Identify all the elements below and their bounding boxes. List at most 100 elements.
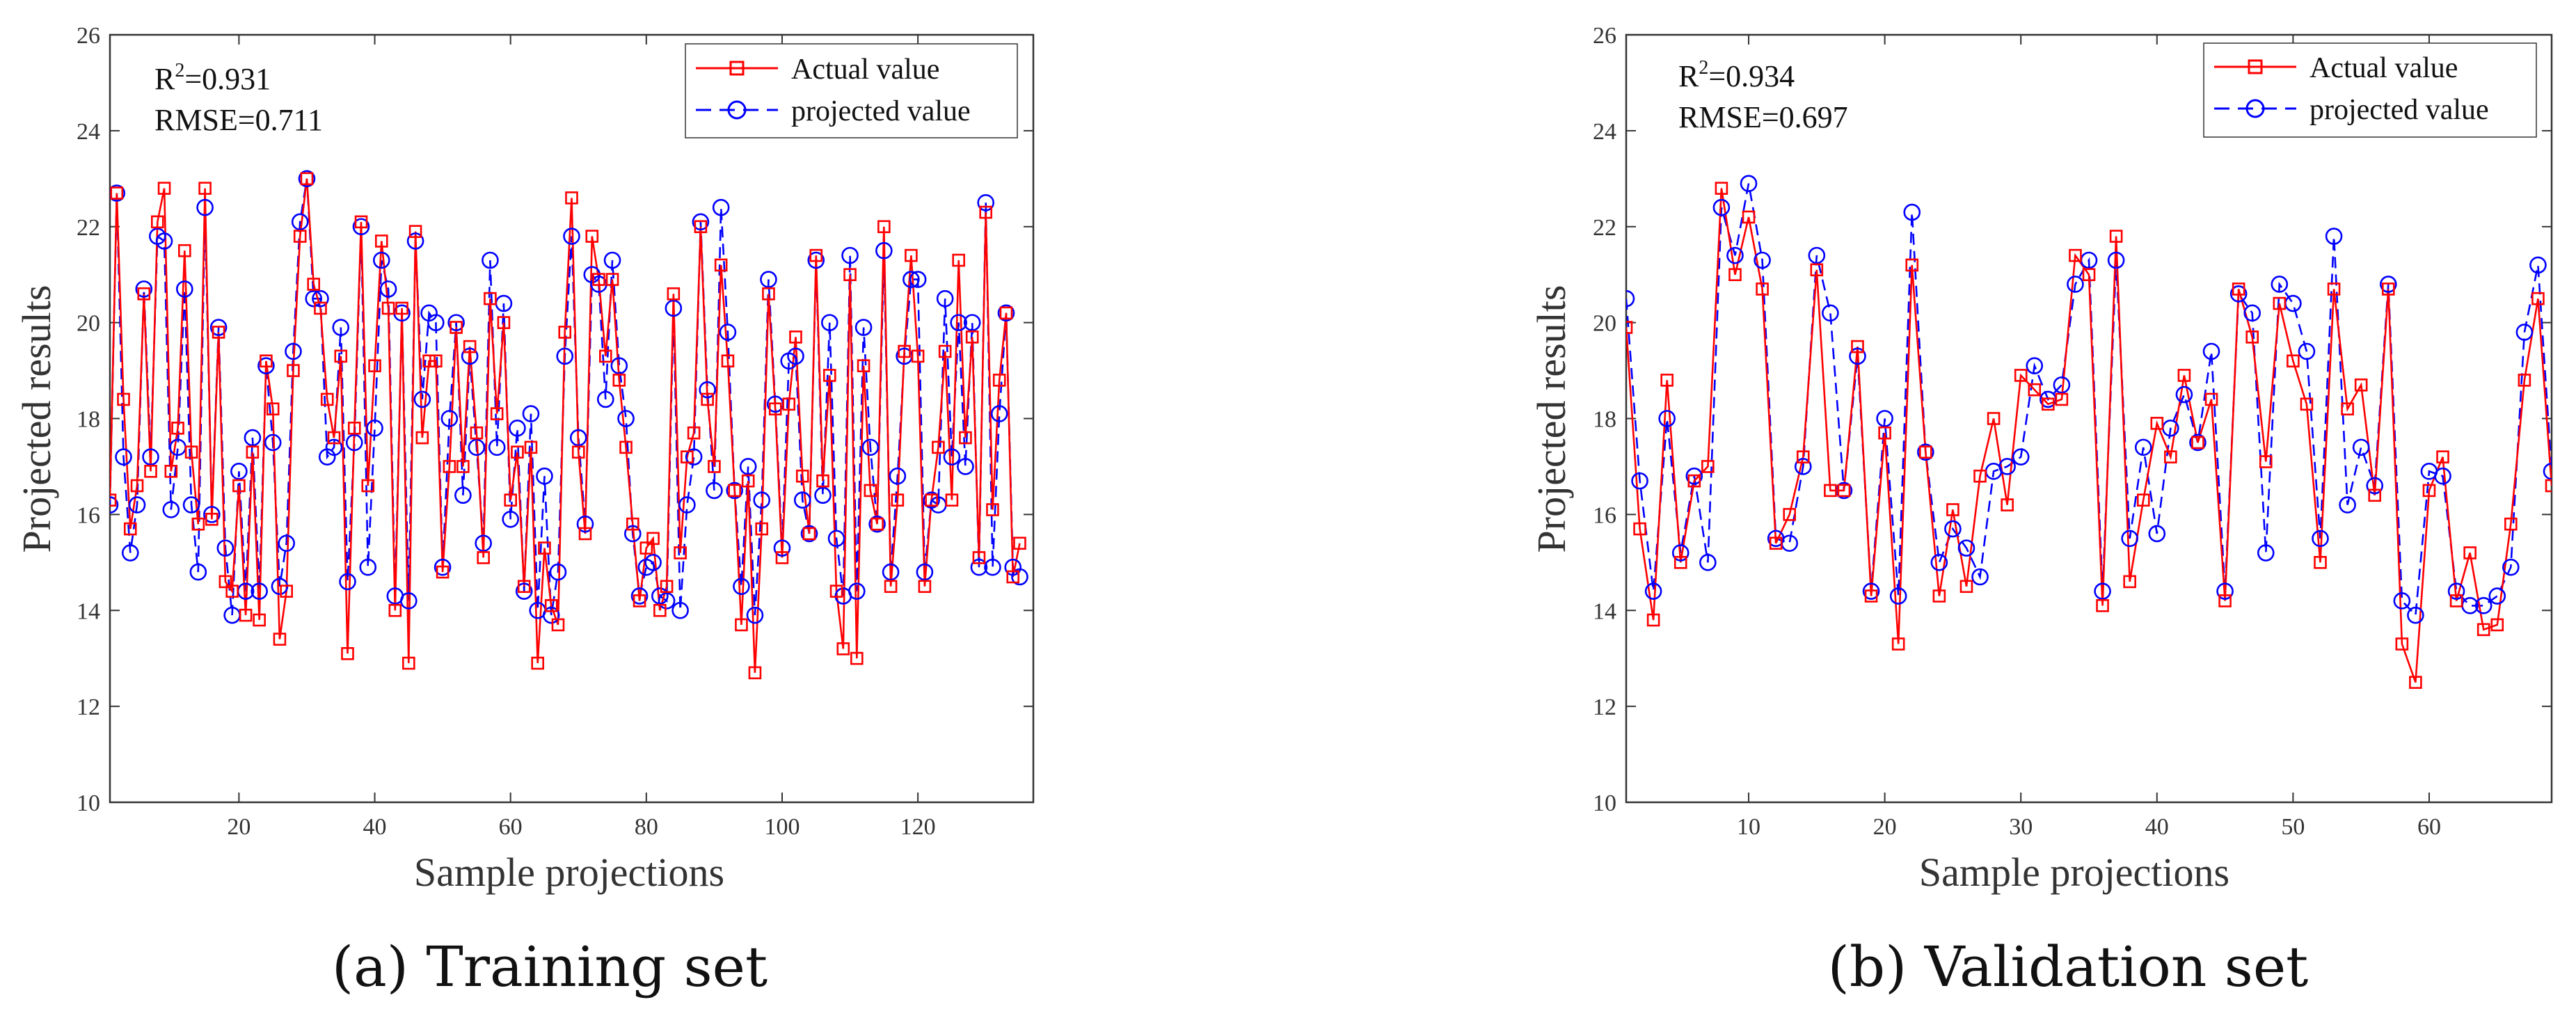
point-actual (484, 292, 497, 305)
point-projected (699, 381, 716, 399)
point-projected (990, 405, 1008, 422)
point-actual (198, 182, 212, 195)
point-projected (155, 232, 173, 250)
point-projected (644, 554, 662, 571)
point-actual (341, 646, 354, 660)
point-projected (2488, 587, 2506, 605)
point-actual (938, 344, 952, 358)
point-actual (184, 445, 198, 459)
x-tick-label: 30 (2009, 814, 2033, 840)
point-projected (2352, 438, 2370, 456)
point-projected (176, 280, 193, 298)
point-projected (128, 496, 146, 514)
point-projected (1903, 203, 1921, 221)
r-squared-stat: R2=0.934 (1678, 57, 1795, 93)
point-projected (997, 304, 1015, 322)
point-actual (653, 603, 667, 617)
x-tick-label: 40 (363, 814, 387, 840)
x-axis-label: Sample projections (414, 850, 724, 895)
point-projected (909, 271, 927, 288)
point-actual (2436, 450, 2449, 463)
point-projected (800, 525, 818, 543)
point-actual (639, 541, 653, 555)
point-projected (406, 232, 424, 250)
point-actual (443, 460, 456, 473)
point-actual (932, 440, 945, 454)
point-projected (536, 467, 553, 485)
point-actual (999, 306, 1013, 320)
point-projected (352, 218, 370, 236)
y-axis-label: Projected results (1529, 285, 1574, 553)
point-actual (2504, 517, 2518, 531)
point-projected (440, 410, 459, 427)
y-tick-label: 24 (1593, 119, 1616, 145)
point-actual (2123, 575, 2136, 589)
point-actual (402, 656, 415, 670)
point-actual (361, 479, 375, 493)
point-actual (843, 268, 857, 281)
point-projected (854, 319, 873, 336)
point-actual (2042, 397, 2055, 411)
point-actual (110, 186, 124, 200)
r-squared-value: =0.931 (184, 62, 271, 96)
point-actual (151, 215, 164, 229)
point-actual (232, 479, 246, 493)
point-actual (212, 326, 225, 339)
point-projected (1699, 554, 1717, 571)
point-projected (576, 515, 594, 533)
point-projected (760, 271, 777, 288)
point-actual (429, 354, 443, 368)
point-projected (2434, 467, 2451, 485)
point-actual (191, 517, 205, 531)
point-projected (848, 582, 866, 600)
point-projected (1998, 458, 2016, 475)
x-tick-label: 100 (764, 814, 800, 840)
y-tick-label: 18 (77, 407, 100, 433)
point-projected (332, 319, 350, 336)
legend-label-actual: Actual value (791, 54, 939, 86)
point-actual (2490, 618, 2504, 632)
point-projected (841, 246, 859, 264)
point-actual (253, 613, 266, 627)
point-actual (592, 273, 605, 286)
point-projected (400, 592, 418, 610)
point-projected (1862, 582, 1880, 600)
point-projected (359, 558, 377, 576)
point-projected (372, 251, 390, 269)
point-projected (2148, 525, 2166, 543)
point-actual (287, 364, 300, 377)
point-actual (470, 426, 484, 440)
point-projected (943, 448, 961, 466)
x-tick-label: 10 (1737, 814, 1760, 840)
point-projected (291, 213, 309, 231)
point-actual (517, 580, 531, 594)
point-actual (822, 369, 836, 382)
point-actual (2300, 397, 2314, 411)
point-actual (585, 230, 599, 243)
point-actual (144, 465, 157, 478)
point-actual (959, 431, 972, 445)
point-projected (413, 390, 431, 408)
point-actual (374, 234, 388, 248)
point-actual (1756, 283, 1769, 296)
point-actual (571, 445, 585, 459)
point-actual (741, 474, 755, 488)
legend-marker-actual (729, 61, 745, 76)
legend-label-projected: projected value (2309, 94, 2489, 126)
point-actual (965, 331, 979, 344)
point-actual (809, 248, 823, 262)
point-projected (257, 357, 275, 374)
y-axis-label: Projected results (14, 285, 59, 553)
point-actual (884, 580, 898, 594)
point-projected (563, 228, 580, 245)
point-actual (225, 584, 239, 598)
point-actual (123, 522, 137, 536)
series-line-actual (110, 178, 1021, 673)
point-actual (2191, 436, 2204, 450)
point-actual (408, 225, 422, 238)
point-projected (549, 563, 567, 581)
point-actual (456, 460, 470, 473)
plot-area-frame (109, 33, 1035, 804)
point-actual (388, 603, 402, 617)
point-actual (1673, 556, 1687, 569)
